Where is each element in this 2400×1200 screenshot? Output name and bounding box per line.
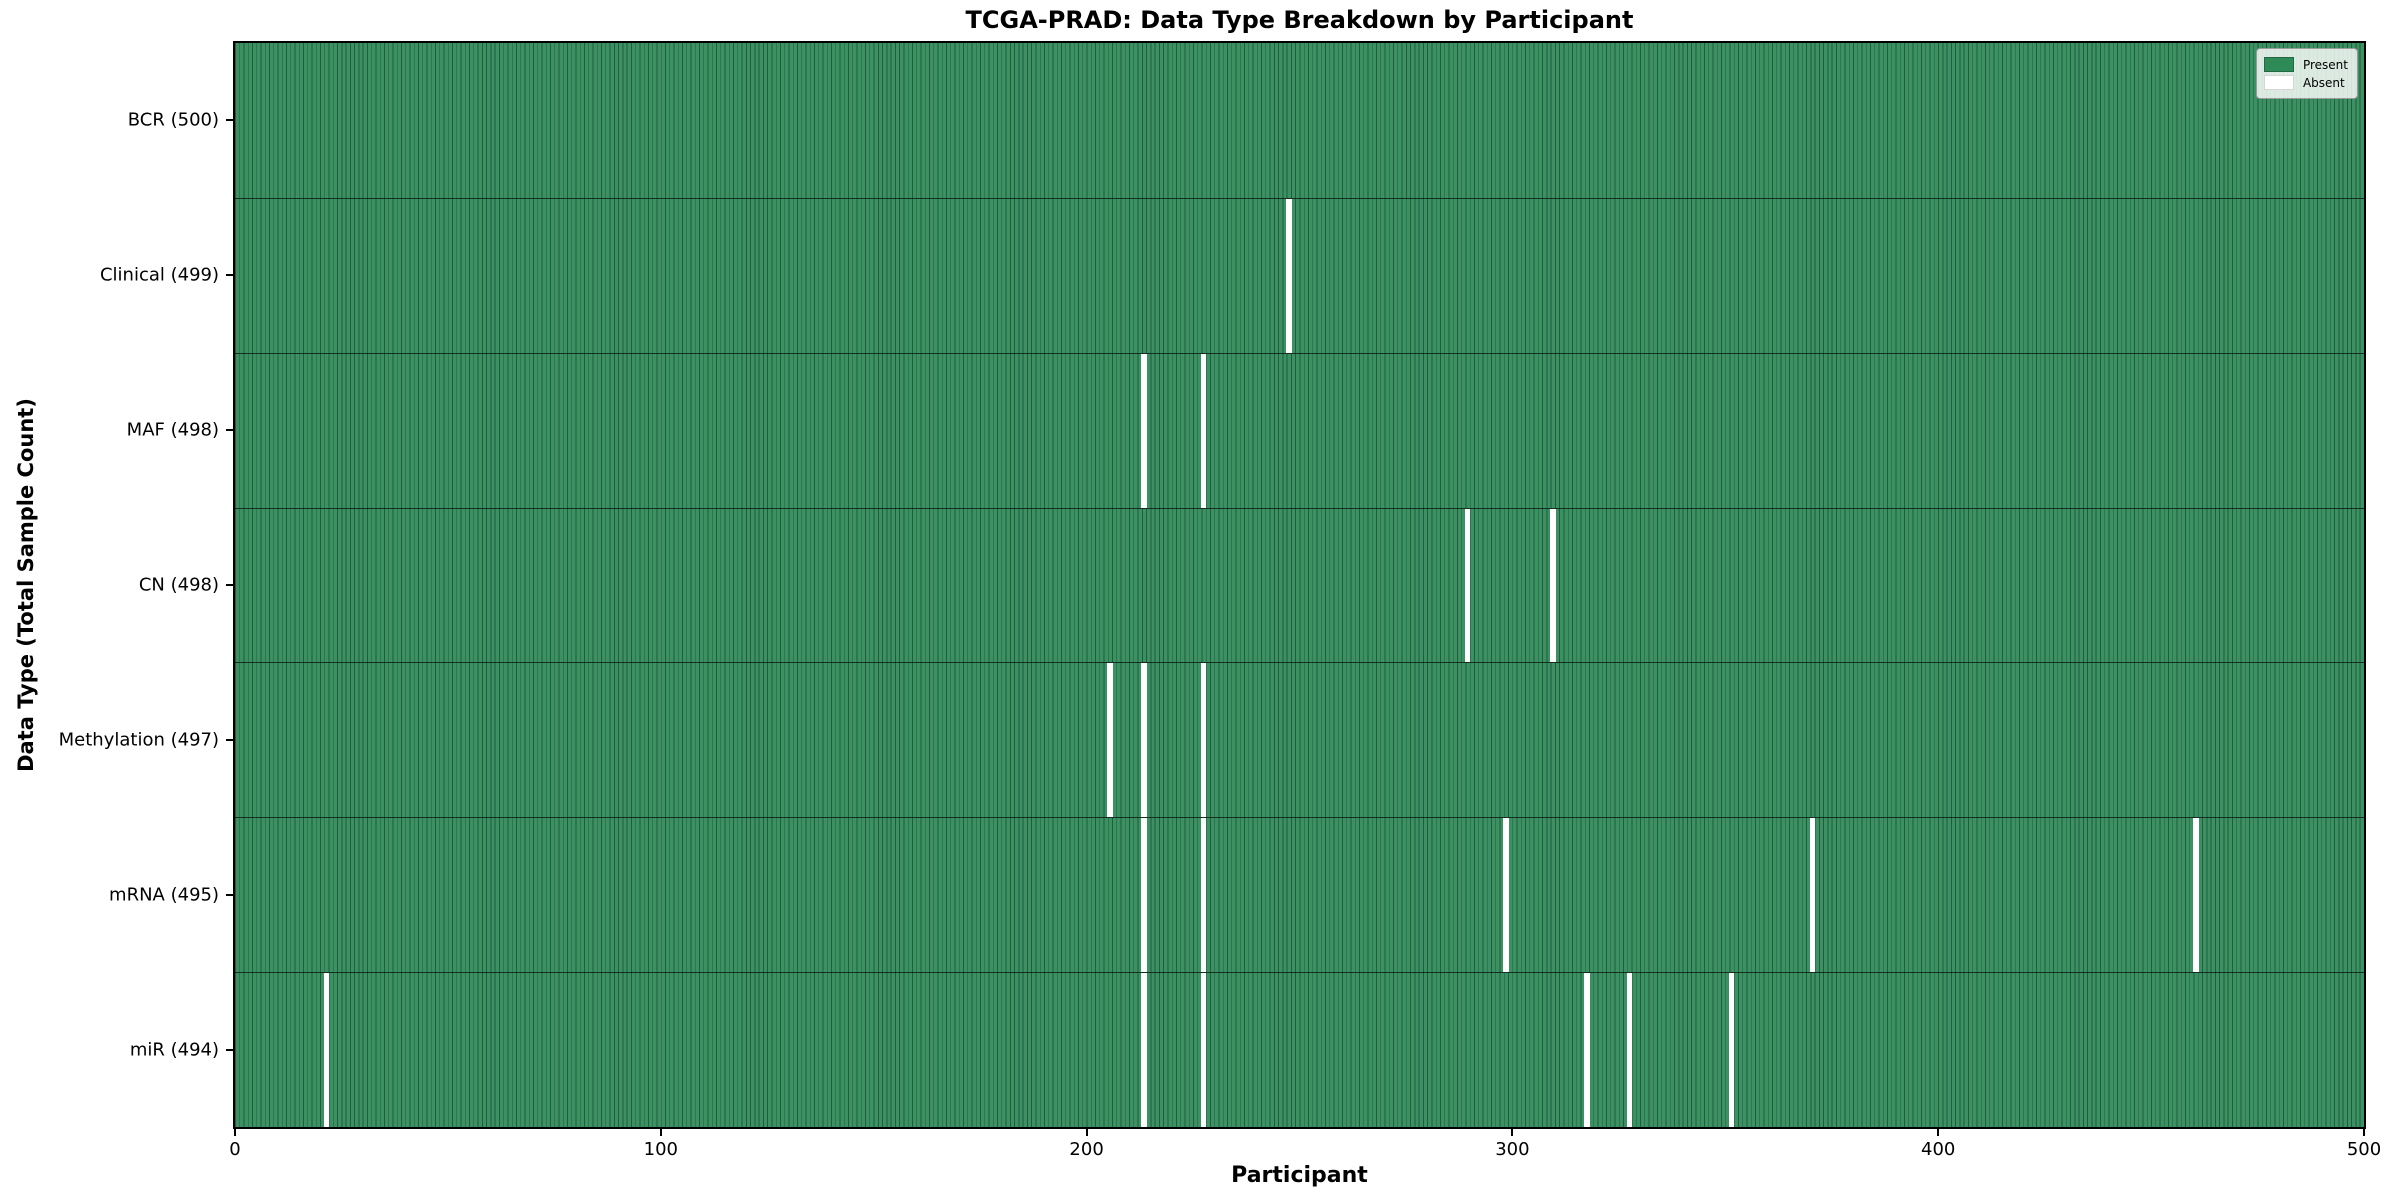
absent-gap-methylation-213 [1141, 663, 1147, 818]
y-tick-label-maf: MAF (498) [126, 419, 219, 441]
y-axis-label: Data Type (Total Sample Count) [14, 398, 38, 772]
absent-gap-cn-309 [1550, 508, 1556, 663]
absent-gap-mir-21 [323, 973, 330, 1127]
absent-gap-cn-289 [1464, 508, 1471, 663]
y-tick-mark [226, 584, 233, 586]
absent-gap-mrna-213 [1141, 818, 1147, 973]
absent-gap-mrna-227 [1200, 818, 1207, 973]
legend-item-present: Present [2263, 57, 2348, 72]
heatmap-row-clinical [235, 197, 2364, 353]
y-tick-mark [226, 119, 233, 122]
y-tick-mark [226, 893, 233, 896]
heatmap-row-mir [235, 972, 2364, 1127]
absent-gap-mrna-370 [1809, 818, 1816, 973]
x-tick-mark [1937, 1129, 1940, 1136]
absent-gap-methylation-227 [1200, 663, 1207, 818]
absent-gap-mrna-460 [2193, 818, 2199, 973]
y-tick-mark [226, 274, 233, 277]
y-tick-mark [226, 1048, 233, 1051]
absent-gap-mrna-298 [1503, 818, 1509, 973]
heatmap-row-cn [235, 507, 2364, 663]
x-tick-label-400: 400 [1921, 1139, 1956, 1160]
y-tick-label-clinical: Clinical (499) [99, 264, 219, 286]
x-tick-label-200: 200 [1069, 1139, 1104, 1160]
absent-gap-mir-327 [1626, 973, 1633, 1127]
absent-gap-clinical-247 [1286, 198, 1292, 353]
y-tick-label-mir: miR (494) [129, 1039, 219, 1061]
y-tick-mark [226, 429, 233, 432]
absent-gap-maf-227 [1200, 353, 1207, 508]
y-tick-label-mrna: mRNA (495) [109, 884, 219, 906]
heatmap-row-bcr [235, 43, 2364, 198]
legend-item-absent: Absent [2263, 75, 2348, 90]
x-tick-label-0: 0 [229, 1139, 241, 1160]
absent-gap-mir-227 [1200, 973, 1207, 1127]
absent-gap-methylation-205 [1107, 663, 1113, 818]
heatmap-row-mrna [235, 817, 2364, 973]
y-tick-mark [226, 738, 233, 741]
present-swatch-icon [2263, 57, 2294, 72]
x-axis-label: Participant [1231, 1163, 1368, 1188]
plot-area: Present Absent [233, 41, 2366, 1129]
x-tick-label-100: 100 [643, 1139, 678, 1160]
x-tick-mark [2363, 1129, 2365, 1136]
x-tick-mark [1511, 1129, 1514, 1136]
x-tick-label-500: 500 [2346, 1139, 2382, 1160]
absent-gap-mir-317 [1584, 973, 1590, 1127]
x-tick-mark [234, 1129, 236, 1136]
y-tick-label-methylation: Methylation (497) [58, 729, 219, 751]
legend: Present Absent [2255, 48, 2358, 99]
y-tick-label-cn: CN (498) [138, 574, 219, 596]
absent-gap-mir-213 [1141, 973, 1147, 1127]
absent-gap-mir-351 [1728, 973, 1735, 1127]
heatmap-row-methylation [235, 662, 2364, 818]
x-tick-mark [659, 1129, 662, 1136]
chart-title: TCGA-PRAD: Data Type Breakdown by Partic… [965, 6, 1634, 34]
absent-swatch-icon [2263, 75, 2294, 90]
x-tick-mark [1085, 1129, 1088, 1136]
absent-gap-maf-213 [1141, 353, 1147, 508]
x-tick-label-300: 300 [1495, 1139, 1530, 1160]
y-tick-label-bcr: BCR (500) [127, 109, 219, 131]
legend-label-absent: Absent [2302, 75, 2345, 90]
heatmap-row-maf [235, 352, 2364, 508]
legend-label-present: Present [2302, 57, 2348, 72]
